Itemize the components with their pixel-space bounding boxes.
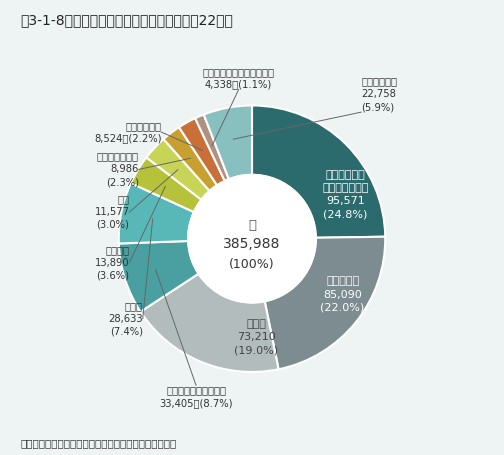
Text: 鉄鋼業
28,633
(7.4%): 鉄鋼業 28,633 (7.4%) — [108, 301, 143, 336]
Wedge shape — [195, 115, 229, 181]
Text: 建設業
73,210
(19.0%): 建設業 73,210 (19.0%) — [234, 319, 278, 355]
Text: 図3-1-8　産業廃棄物の業種別排出量（平成22年）: 図3-1-8 産業廃棄物の業種別排出量（平成22年） — [20, 14, 233, 28]
Wedge shape — [204, 106, 252, 179]
Wedge shape — [265, 237, 385, 369]
Text: 化学工業
13,890
(3.6%): 化学工業 13,890 (3.6%) — [95, 245, 130, 280]
Text: 385,988: 385,988 — [223, 237, 281, 251]
Text: 資料：環境省「産業廃棄物排出・処理状況調査報告書」: 資料：環境省「産業廃棄物排出・処理状況調査報告書」 — [20, 438, 176, 448]
Text: 電子・電気・通信機械器具
4,338　(1.1%): 電子・電気・通信機械器具 4,338 (1.1%) — [203, 67, 275, 90]
Wedge shape — [131, 157, 201, 212]
Wedge shape — [141, 274, 279, 372]
Text: その他の業種
22,758
(5.9%): その他の業種 22,758 (5.9%) — [361, 76, 397, 112]
Text: 窯業・土石製品
8,986
(2.3%): 窯業・土石製品 8,986 (2.3%) — [97, 152, 139, 187]
Wedge shape — [147, 139, 210, 200]
Wedge shape — [119, 241, 199, 312]
Text: 電気・ガス・
熱供給・水道業
95,571
(24.8%): 電気・ガス・ 熱供給・水道業 95,571 (24.8%) — [322, 170, 368, 220]
Wedge shape — [163, 127, 217, 191]
Wedge shape — [119, 183, 194, 243]
Text: (100%): (100%) — [229, 258, 275, 271]
Circle shape — [188, 175, 316, 303]
Text: 食料品製造業
8,524　(2.2%): 食料品製造業 8,524 (2.2%) — [94, 121, 161, 143]
Text: 計: 計 — [248, 219, 256, 232]
Text: 農業、林業
85,090
(22.0%): 農業、林業 85,090 (22.0%) — [321, 277, 365, 313]
Text: パルプ・紙・紙加工品
33,405　(8.7%): パルプ・紙・紙加工品 33,405 (8.7%) — [159, 385, 233, 408]
Text: 鉱業
11,577
(3.0%): 鉱業 11,577 (3.0%) — [94, 194, 130, 230]
Wedge shape — [252, 106, 385, 238]
Wedge shape — [179, 118, 225, 185]
